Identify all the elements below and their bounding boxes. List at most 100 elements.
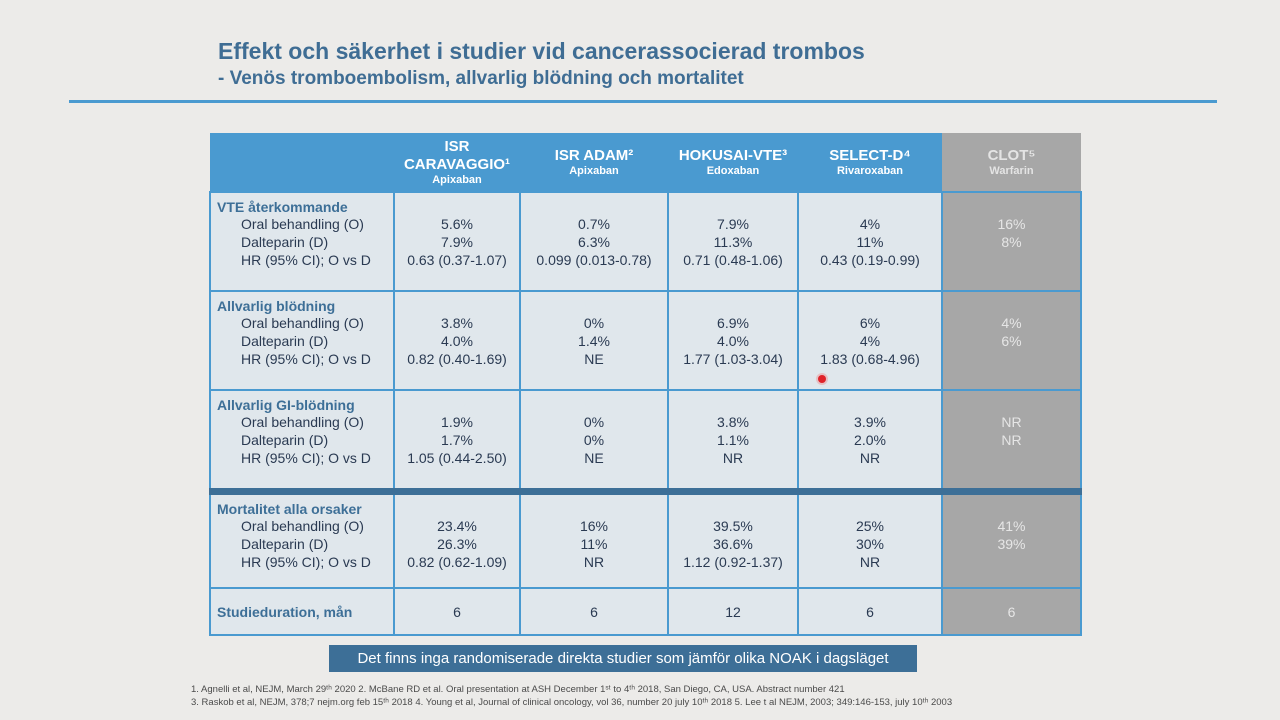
duration-value: 6: [1007, 603, 1016, 620]
row-label: Dalteparin (D): [241, 431, 329, 448]
table-value: 4%: [859, 332, 881, 349]
study-drug: Apixaban: [432, 173, 482, 186]
value-cell: 3.9% 2.0% NR: [797, 389, 943, 492]
study-name: CLOT⁵: [987, 146, 1036, 164]
table-value: 6%: [1001, 332, 1022, 349]
table-value: 11%: [856, 233, 884, 250]
table-value: [943, 252, 1080, 270]
table-value: NE: [584, 449, 604, 466]
table-value: 4.0%: [441, 332, 473, 349]
table-value: 16%: [997, 216, 1026, 232]
duration-label: Studieduration, mån: [217, 603, 353, 620]
header-study-clot: CLOT⁵ Warfarin: [942, 133, 1081, 192]
section-title: Mortalitet alla orsaker: [217, 501, 362, 517]
value-cell: 39.5% 36.6% 1.12 (0.92-1.37): [667, 488, 799, 588]
duration-label-cell: Studieduration, mån: [209, 587, 395, 636]
section-label-cell: Allvarlig GI-blödning Oral behandling (O)…: [209, 389, 395, 492]
table-value: 11.3%: [713, 233, 753, 250]
table-value: 41%: [997, 518, 1026, 534]
duration-value-cell: 12: [667, 587, 799, 636]
duration-value-cell: 6: [393, 587, 521, 636]
table-value: NR: [1001, 431, 1022, 448]
duration-value: 6: [590, 603, 598, 620]
duration-row: Studieduration, mån 6 6 12 6 6: [209, 587, 1082, 636]
title-divider: [69, 100, 1217, 103]
study-drug: Rivaroxaban: [836, 164, 904, 177]
table-value: 6%: [859, 315, 881, 331]
duration-value-cell: 6: [942, 587, 1082, 636]
section-label-cell: Mortalitet alla orsaker Oral behandling (…: [209, 488, 395, 588]
table-value: 1.7%: [441, 431, 473, 448]
table-value: 1.77 (1.03-3.04): [683, 350, 783, 367]
value-cell: 6.9% 4.0% 1.77 (1.03-3.04): [667, 290, 799, 390]
value-cell: 16% 8%: [942, 191, 1082, 291]
study-name: ISR CARAVAGGIO¹: [403, 137, 511, 173]
table-value: [943, 450, 1080, 468]
value-cell: 5.6% 7.9% 0.63 (0.37-1.07): [393, 191, 521, 291]
table-value: 2.0%: [854, 431, 886, 448]
row-label: Oral behandling (O): [241, 216, 364, 232]
value-cell: 23.4% 26.3% 0.82 (0.62-1.09): [393, 488, 521, 588]
study-name: HOKUSAI-VTE³: [678, 146, 788, 164]
table-value: 1.05 (0.44-2.50): [407, 449, 507, 466]
table-value: 39%: [997, 535, 1026, 552]
table-value: 1.83 (0.68-4.96): [820, 350, 920, 367]
table-value: 0.7%: [578, 216, 610, 232]
value-cell: 3.8% 4.0% 0.82 (0.40-1.69): [393, 290, 521, 390]
table-value: 4.0%: [717, 332, 749, 349]
table-value: 7.9%: [717, 216, 749, 232]
table-value: 4%: [859, 216, 881, 232]
duration-value: 6: [453, 603, 461, 620]
value-cell: 41% 39%: [942, 488, 1082, 588]
row-label: HR (95% CI); O vs D: [241, 553, 371, 570]
footnote-line: 3. Raskob et al, NEJM, 378;7 nejm.org fe…: [191, 697, 953, 708]
table-value: 7.9%: [441, 233, 473, 250]
value-cell: 7.9% 11.3% 0.71 (0.48-1.06): [667, 191, 799, 291]
value-cell: 0% 1.4% NE: [519, 290, 669, 390]
duration-value-cell: 6: [519, 587, 669, 636]
table-value: NR: [583, 553, 605, 570]
section-label-cell: Allvarlig blödning Oral behandling (O) Dal…: [209, 290, 395, 390]
table-value: 3.9%: [854, 414, 886, 430]
row-label: HR (95% CI); O vs D: [241, 251, 371, 268]
row-label: Oral behandling (O): [241, 518, 364, 534]
section-label-cell: VTE återkommande Oral behandling (O) Dalte…: [209, 191, 395, 291]
table-value: 3.8%: [441, 315, 473, 331]
row-label: Dalteparin (D): [241, 535, 329, 552]
section-row: Mortalitet alla orsaker Oral behandling (…: [209, 488, 1082, 588]
header-study: ISR ADAM² Apixaban: [520, 133, 668, 192]
table-value: 30%: [855, 535, 885, 552]
table-value: 39.5%: [713, 518, 753, 534]
header-study: ISR CARAVAGGIO¹ Apixaban: [394, 133, 520, 192]
table-header-row: ISR CARAVAGGIO¹ Apixaban ISR ADAM² Apixa…: [210, 133, 1081, 192]
table-value: 23.4%: [437, 518, 477, 534]
study-name: SELECT-D⁴: [829, 146, 911, 164]
row-label: Oral behandling (O): [241, 414, 364, 430]
comparison-table: ISR CARAVAGGIO¹ Apixaban ISR ADAM² Apixa…: [209, 133, 1082, 636]
conclusion-banner: Det finns inga randomiserade direkta stu…: [329, 645, 917, 672]
study-name: ISR ADAM²: [554, 146, 634, 164]
row-label: HR (95% CI); O vs D: [241, 350, 371, 367]
header-study: SELECT-D⁴ Rivaroxaban: [798, 133, 942, 192]
value-cell: 16% 11% NR: [519, 488, 669, 588]
table-value: [943, 351, 1080, 369]
table-value: NR: [859, 449, 881, 466]
section-title: Allvarlig GI-blödning: [217, 397, 355, 413]
section-title: VTE återkommande: [217, 199, 348, 215]
row-label: HR (95% CI); O vs D: [241, 449, 371, 466]
value-cell: 0% 0% NE: [519, 389, 669, 492]
value-cell: 3.8% 1.1% NR: [667, 389, 799, 492]
value-cell: 4% 6%: [942, 290, 1082, 390]
table-value: 16%: [579, 518, 609, 534]
table-value: [943, 554, 1080, 572]
table-value: 1.4%: [578, 332, 610, 349]
table-value: 0%: [583, 414, 605, 430]
duration-value: 6: [866, 603, 874, 620]
header-study: HOKUSAI-VTE³ Edoxaban: [668, 133, 798, 192]
footnote-line: 1. Agnelli et al, NEJM, March 29ᵗʰ 2020 …: [191, 684, 845, 695]
table-value: NR: [1001, 414, 1022, 430]
section-title: Allvarlig blödning: [217, 298, 336, 314]
section-row: Allvarlig GI-blödning Oral behandling (O)…: [209, 389, 1082, 492]
table-value: 0.43 (0.19-0.99): [820, 251, 920, 268]
study-drug: Warfarin: [989, 164, 1034, 177]
